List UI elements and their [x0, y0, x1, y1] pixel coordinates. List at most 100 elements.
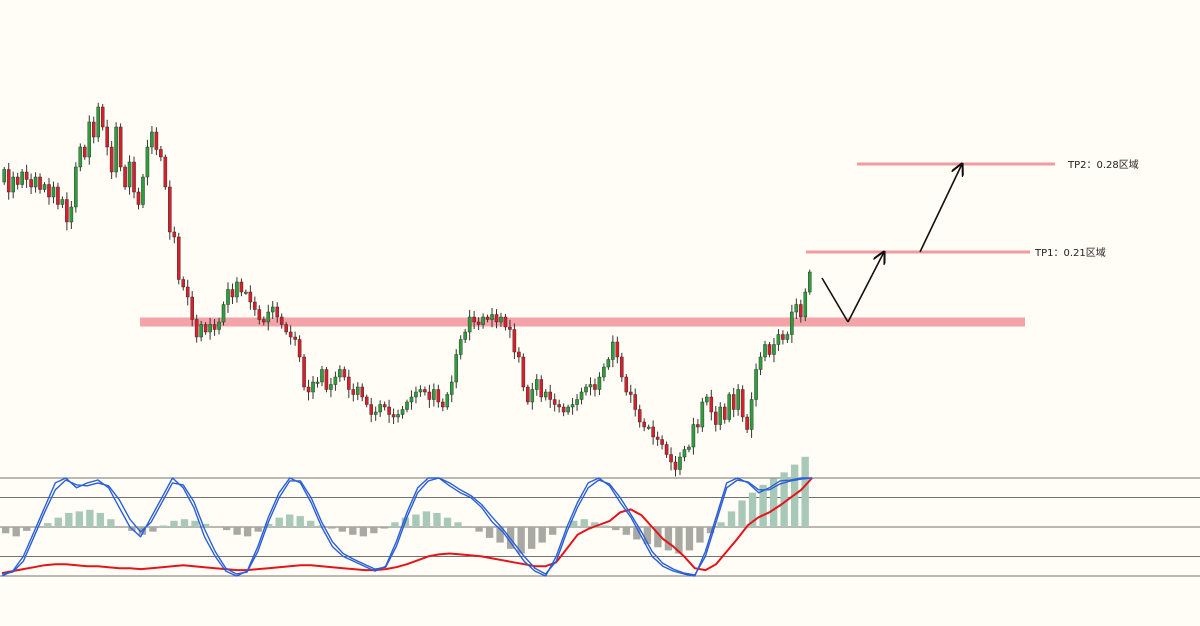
- histogram-bar-negative: [254, 527, 262, 532]
- bull-candle: [678, 456, 682, 470]
- histogram-bar-positive: [780, 472, 788, 527]
- bear-candle: [100, 106, 105, 128]
- bull-candle: [221, 304, 226, 323]
- histogram-bar-positive: [601, 525, 609, 527]
- bear-candle: [476, 321, 481, 325]
- bull-candle: [20, 171, 24, 185]
- bear-candle: [781, 334, 785, 340]
- histogram-bar-negative: [12, 527, 20, 537]
- bear-candle: [163, 156, 168, 188]
- bear-candle: [83, 146, 87, 158]
- bear-candle: [324, 369, 329, 390]
- bull-candle: [785, 334, 790, 340]
- bull-candle: [763, 344, 767, 358]
- bear-candle: [673, 461, 678, 470]
- bull-candle: [535, 379, 539, 390]
- bull-candle: [432, 389, 436, 400]
- bear-candle: [302, 356, 306, 388]
- histogram-bar-negative: [149, 527, 157, 532]
- bull-candle: [418, 389, 423, 393]
- bull-candle: [33, 176, 38, 188]
- bull-candle: [584, 386, 588, 393]
- histogram-bar-negative: [633, 527, 641, 540]
- bull-candle: [454, 354, 458, 383]
- histogram-bar-positive: [201, 523, 210, 527]
- histogram-bar-negative: [2, 527, 10, 534]
- bull-candle: [682, 449, 687, 458]
- bull-candle: [315, 381, 320, 384]
- bull-candle: [463, 331, 467, 340]
- bear-candle: [526, 386, 530, 403]
- histogram-bar-negative: [527, 527, 536, 549]
- bull-candle: [11, 176, 15, 193]
- bear-candle: [508, 326, 512, 330]
- bear-candle: [105, 126, 109, 148]
- bull-candle: [588, 384, 593, 388]
- bear-candle: [203, 324, 208, 333]
- bear-candle: [297, 339, 302, 358]
- bull-candle: [320, 369, 324, 383]
- bear-candle: [230, 289, 235, 298]
- histogram-bar-negative: [380, 527, 389, 529]
- histogram-bar-positive: [443, 517, 452, 527]
- histogram-bar-negative: [517, 527, 525, 554]
- histogram-bar-negative: [496, 527, 504, 543]
- bull-candle: [790, 311, 794, 335]
- histogram-bar-positive: [75, 511, 83, 527]
- bear-candle: [664, 444, 669, 455]
- bull-candle: [60, 199, 65, 205]
- bear-candle: [177, 236, 181, 280]
- bull-candle: [414, 391, 418, 398]
- bear-candle: [642, 421, 646, 428]
- histogram-bar-negative: [654, 527, 662, 548]
- bear-candle: [91, 121, 96, 138]
- bear-candle: [620, 356, 624, 378]
- bear-candle: [767, 344, 772, 355]
- histogram-bar-positive: [391, 522, 399, 527]
- bear-candle: [628, 391, 633, 395]
- bull-candle: [405, 401, 409, 410]
- histogram-bar-positive: [433, 512, 441, 527]
- bear-candle: [633, 394, 637, 410]
- bull-candle: [467, 316, 472, 333]
- bull-candle: [530, 389, 535, 403]
- projection-down-leg: [821, 277, 849, 323]
- bear-candle: [696, 424, 700, 428]
- bull-candle: [338, 369, 342, 378]
- bear-candle: [275, 306, 279, 318]
- histogram-bar-negative: [622, 527, 631, 535]
- bull-candle: [754, 369, 758, 400]
- bull-candle: [691, 424, 696, 448]
- histogram-bar-positive: [422, 511, 431, 527]
- oscillator-lines: [1, 477, 813, 577]
- bull-candle: [378, 404, 382, 413]
- bull-candle: [2, 169, 7, 183]
- bull-candle: [150, 131, 154, 148]
- histogram-bar-positive: [44, 523, 52, 527]
- tp1-label: TP1：0.21区域: [1034, 246, 1106, 259]
- bull-candle: [458, 339, 463, 355]
- histogram-bar-positive: [759, 484, 767, 527]
- bear-candle: [65, 199, 69, 223]
- bull-candle: [311, 381, 315, 393]
- bull-candle: [602, 366, 606, 378]
- bull-candle: [42, 184, 47, 190]
- histogram-bar-positive: [107, 519, 115, 527]
- histogram-bar-positive: [264, 523, 273, 527]
- oscillator-reference-lines: [0, 477, 1200, 577]
- bear-candle: [306, 386, 311, 393]
- bear-candle: [436, 389, 441, 403]
- bear-candle: [342, 369, 347, 378]
- bull-candle: [758, 356, 763, 370]
- bear-candle: [181, 279, 186, 288]
- bull-candle: [78, 146, 83, 168]
- bear-candle: [293, 336, 297, 340]
- bull-candle: [127, 161, 132, 188]
- bear-candle: [369, 404, 373, 415]
- bear-candle: [517, 351, 521, 358]
- bull-candle: [736, 389, 740, 410]
- histogram-bar-negative: [349, 527, 357, 535]
- histogram-bar-positive: [86, 509, 94, 527]
